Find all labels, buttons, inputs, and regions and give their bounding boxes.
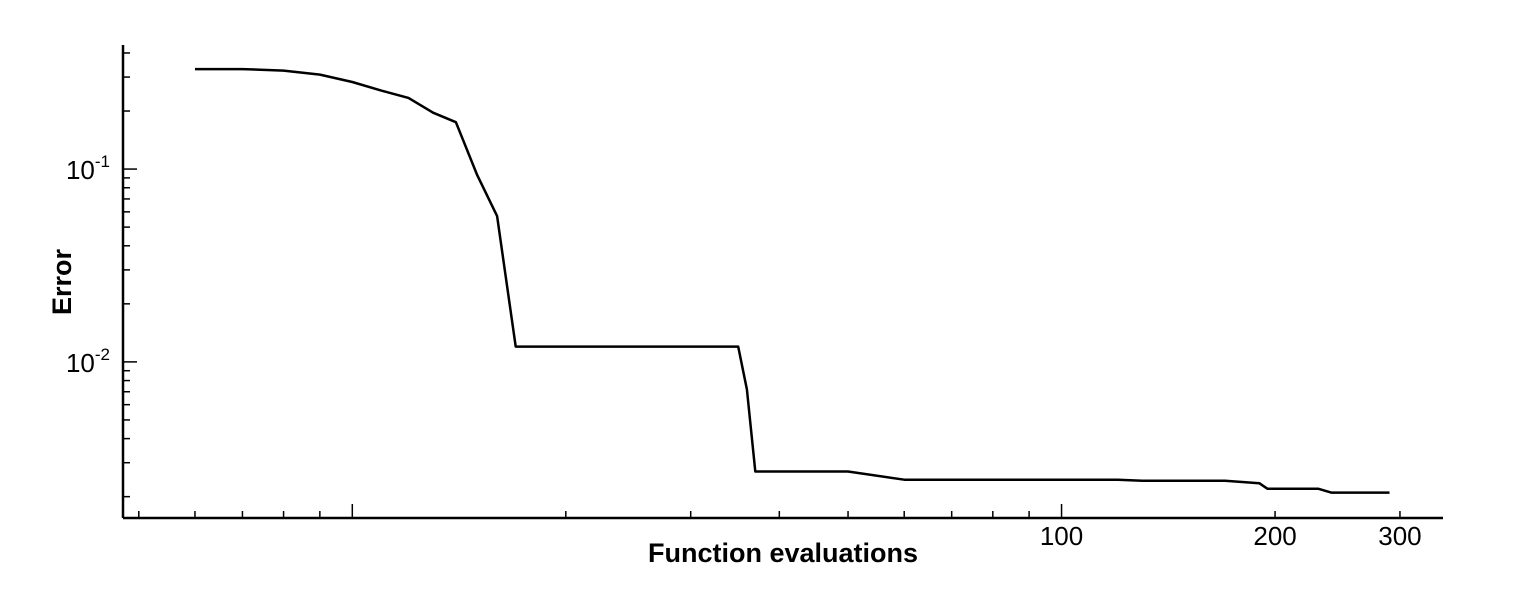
x-tick-label: 200	[1253, 521, 1296, 551]
y-tick-base: 10	[66, 155, 95, 185]
y-axis-title: Error	[47, 248, 77, 315]
x-tick-labels: 100 200 300	[1040, 521, 1422, 551]
y-tick-label: 10-1	[66, 152, 110, 185]
axes	[121, 45, 1443, 520]
x-axis-title: Function evaluations	[648, 538, 918, 568]
y-tick-base: 10	[66, 348, 95, 378]
y-tick-exponent: -1	[95, 152, 110, 171]
x-tick-label: 300	[1378, 521, 1421, 551]
y-tick-exponent: -2	[95, 345, 110, 364]
y-tick-labels: 10-110-2	[66, 152, 110, 378]
y-tick-label: 10-2	[66, 345, 110, 378]
error-curve	[195, 67, 1390, 494]
x-tick-label: 100	[1040, 521, 1083, 551]
y-ticks	[123, 52, 137, 498]
x-ticks	[138, 504, 1401, 518]
